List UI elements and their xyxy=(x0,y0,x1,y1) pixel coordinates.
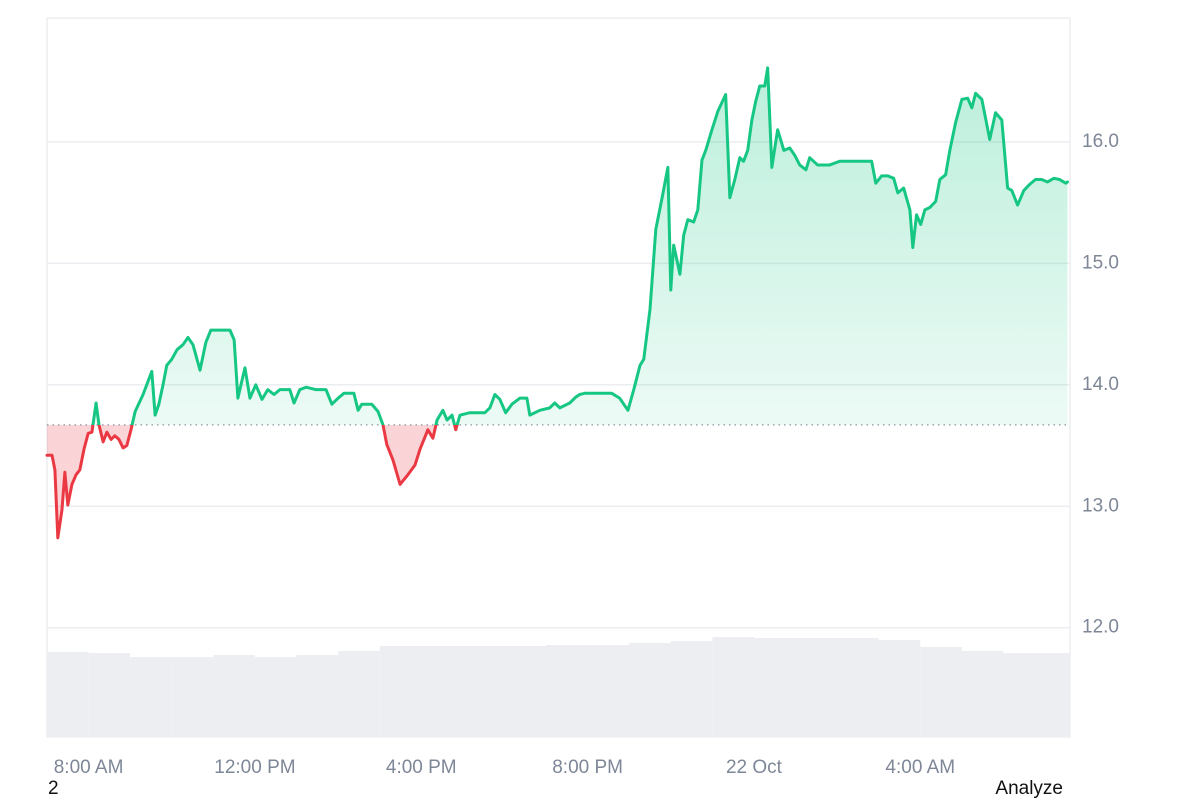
y-tick-label: 16.0 xyxy=(1082,131,1119,152)
page-number: 2 xyxy=(48,778,59,799)
volume-bar xyxy=(920,647,962,737)
y-tick-label: 12.0 xyxy=(1082,617,1119,638)
y-tick-label: 13.0 xyxy=(1082,495,1119,516)
volume-bar xyxy=(254,657,297,737)
x-tick-label: 12:00 PM xyxy=(214,757,295,778)
volume-bar xyxy=(1045,653,1070,737)
volume-bar xyxy=(670,641,713,737)
volume-bar xyxy=(961,651,1004,737)
volume-bar xyxy=(421,646,463,737)
x-tick-label: 4:00 PM xyxy=(386,757,457,778)
y-tick-label: 14.0 xyxy=(1082,374,1119,395)
volume-bar xyxy=(837,638,879,737)
volume-bar xyxy=(213,655,255,737)
analyze-button[interactable]: Analyze xyxy=(995,778,1063,799)
volume-bar xyxy=(878,640,921,737)
volume-bar xyxy=(629,643,671,737)
x-tick-label: 4:00 AM xyxy=(885,757,955,778)
x-tick-label: 8:00 AM xyxy=(54,757,124,778)
volume-bar xyxy=(88,653,131,737)
volume-bar xyxy=(587,645,630,737)
x-tick-label: 8:00 PM xyxy=(552,757,623,778)
volume-bar xyxy=(546,645,588,737)
volume-bar xyxy=(462,646,505,737)
y-tick-label: 15.0 xyxy=(1082,252,1119,273)
price-area xyxy=(47,67,1068,538)
volume-bar xyxy=(712,637,754,737)
volume-bar xyxy=(379,646,422,737)
volume-bar xyxy=(504,646,547,737)
volume-bar xyxy=(296,655,339,737)
volume-bar xyxy=(338,651,380,737)
volume-bar xyxy=(1003,653,1046,737)
volume-bar xyxy=(753,638,796,737)
volume-bar xyxy=(795,638,838,737)
price-line xyxy=(45,66,1069,540)
volume-bar xyxy=(47,652,89,737)
x-tick-label: 22 Oct xyxy=(726,757,783,778)
volume-bar xyxy=(130,657,172,737)
volume-bar xyxy=(171,657,214,737)
